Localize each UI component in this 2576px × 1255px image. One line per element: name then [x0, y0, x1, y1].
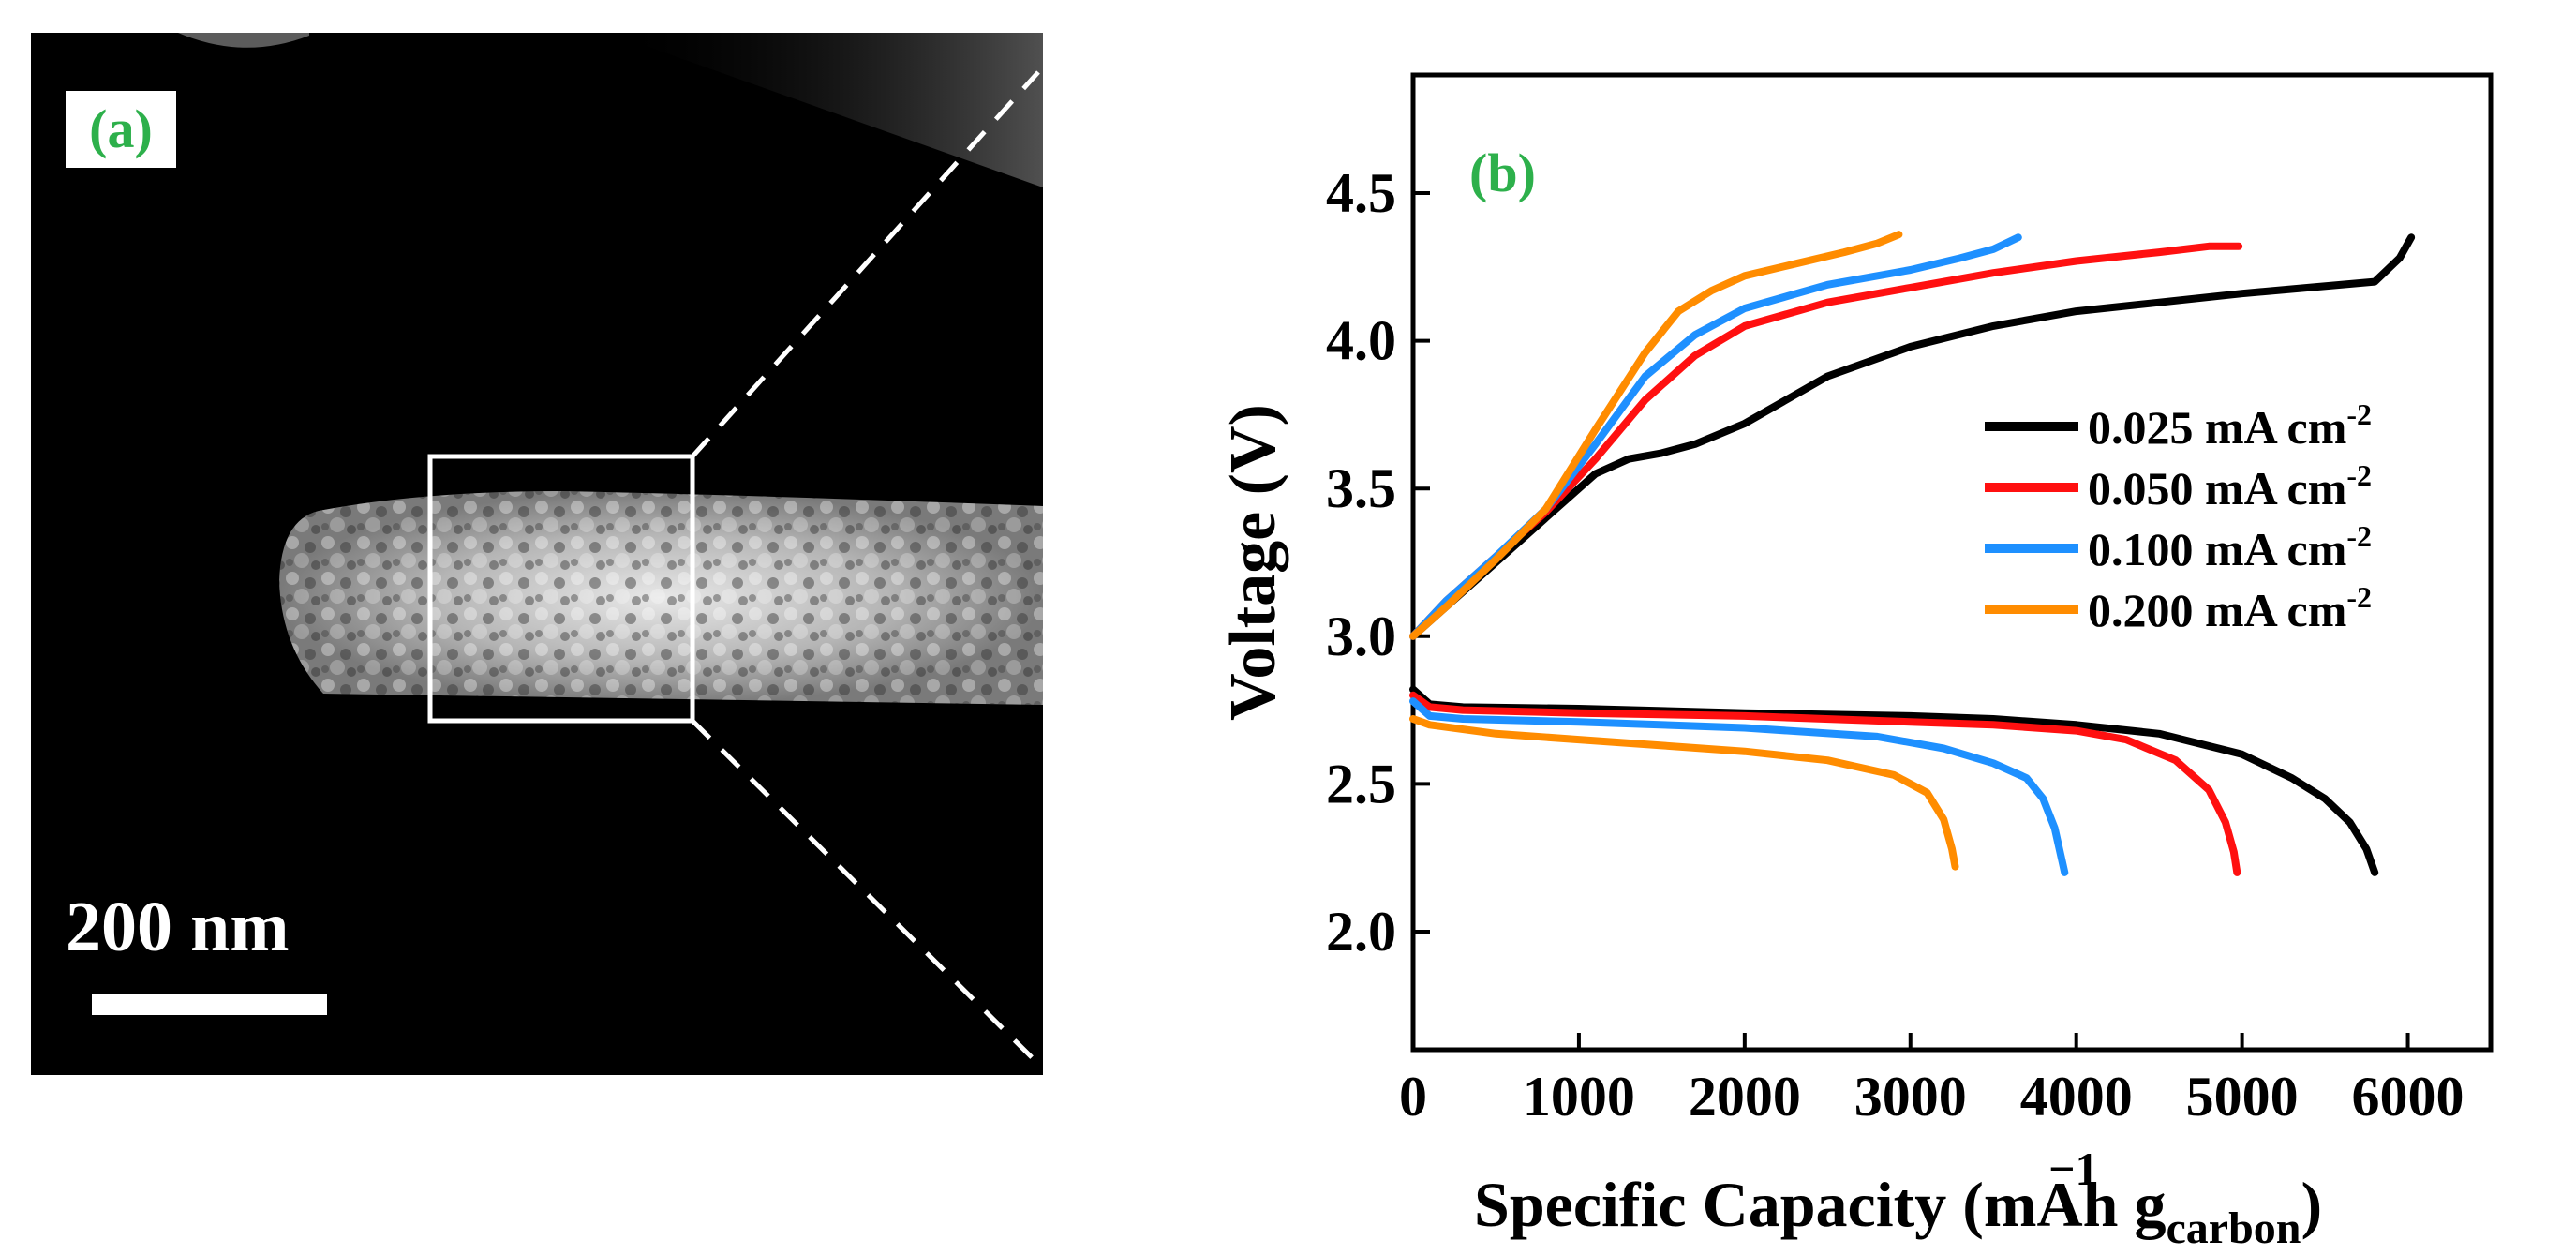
x-tick-label: 1000: [1523, 1066, 1635, 1128]
legend-label-units-sup: -2: [2346, 458, 2372, 492]
panel-b-chart: 2.0 2.5 3.0 3.5 4.0 4.5 0 1000 2000 3000 4000 5000…: [1217, 72, 2494, 1253]
legend-item: 0.050 mA cm-2: [1985, 458, 2372, 515]
series-lines: [1409, 231, 2416, 876]
top-edge-glow: [178, 33, 309, 48]
y-tick-label: 4.0: [1326, 310, 1396, 372]
legend-label: 0.200 mA cm-2: [2088, 580, 2372, 636]
x-tick-label: 3000: [1854, 1066, 1967, 1128]
y-tick-label: 3.5: [1326, 457, 1396, 519]
legend-label-value: 0.200: [2088, 584, 2205, 636]
legend-label-units-sup: -2: [2346, 519, 2372, 553]
legend-label-units: mA cm: [2205, 523, 2346, 575]
plot-frame: [1410, 72, 2494, 1053]
legend-label-units: mA cm: [2205, 462, 2346, 515]
panel-a-label: (a): [89, 98, 153, 159]
legend-label: 0.050 mA cm-2: [2088, 458, 2372, 515]
legend-label-units-sup: -2: [2346, 397, 2372, 431]
y-tick-label: 4.5: [1326, 162, 1396, 224]
scale-bar: [92, 994, 327, 1015]
series-0.200-charge-line: [1409, 231, 1903, 640]
zoom-guide-top: [691, 70, 1040, 458]
legend-item: 0.200 mA cm-2: [1985, 580, 2372, 636]
panel-b-label: (b): [1469, 142, 1536, 203]
x-axis-label-sub: carbon: [2166, 1203, 2301, 1253]
x-tick-label: 5000: [2186, 1066, 2299, 1128]
legend-label-units-sup: -2: [2346, 580, 2372, 614]
legend-label: 0.025 mA cm-2: [2088, 397, 2372, 454]
panel-a-micrograph: (a) 200 nm: [31, 33, 1043, 1075]
x-tick-label: 4000: [2020, 1066, 2133, 1128]
x-axis-label-close: ): [2301, 1169, 2322, 1240]
legend-label: 0.100 mA cm-2: [2088, 519, 2372, 575]
y-tick-label: 2.0: [1326, 901, 1396, 963]
series-0.200-discharge-line: [1409, 715, 1959, 871]
legend-item: 0.100 mA cm-2: [1985, 519, 2372, 575]
series-0.100-discharge-line: [1409, 697, 2069, 876]
x-axis-label: Specific Capacity (mAh gcarbon): [1474, 1169, 2322, 1253]
legend-label-units: mA cm: [2205, 584, 2346, 636]
y-tick-label: 3.0: [1326, 605, 1396, 667]
series-0.050-discharge-line: [1409, 691, 2241, 876]
panel-a-label-box: [66, 91, 176, 168]
bright-streak: [609, 33, 1043, 187]
y-tick-label: 2.5: [1326, 753, 1396, 814]
x-tick-label: 0: [1399, 1066, 1427, 1128]
y-axis-ticks: 2.0 2.5 3.0 3.5 4.0 4.5: [1326, 162, 1430, 963]
y-axis-label: Voltage (V): [1217, 404, 1289, 721]
series-0.025-charge-line: [1409, 233, 2416, 640]
legend-label-units: mA cm: [2205, 401, 2346, 454]
legend-label-value: 0.100: [2088, 523, 2205, 575]
legend-label-value: 0.025: [2088, 401, 2205, 454]
x-tick-label: 2000: [1689, 1066, 1801, 1128]
zoom-region-box: [427, 454, 695, 724]
x-tick-label: 6000: [2352, 1066, 2464, 1128]
x-axis-label-sup: −1: [2048, 1143, 2099, 1195]
nanofiber: [279, 491, 1043, 705]
x-axis-label-main: Specific Capacity (mAh g: [1474, 1169, 2166, 1240]
legend-label-value: 0.050: [2088, 462, 2205, 515]
legend-item: 0.025 mA cm-2: [1985, 397, 2372, 454]
scale-bar-label: 200 nm: [66, 888, 290, 966]
legend: 0.025 mA cm-20.050 mA cm-20.100 mA cm-20…: [1985, 397, 2372, 636]
x-axis-ticks: 0 1000 2000 3000 4000 5000 6000: [1399, 1033, 2464, 1128]
